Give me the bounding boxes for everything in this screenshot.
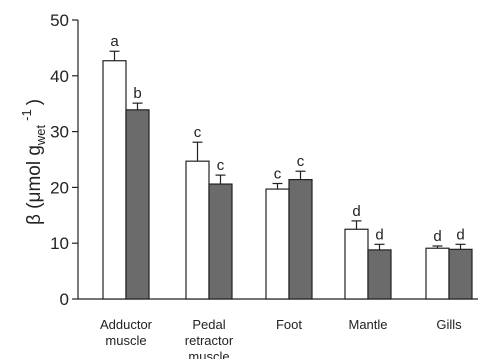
x-category-label: Adductor [100,317,153,332]
y-tick-label: 10 [50,234,69,253]
y-axis-label: β (μmol gwet -1) [19,99,48,225]
y-axis-label-suffix: ) [24,99,45,105]
bar [288,178,313,300]
significance-label: d [456,226,464,243]
significance-label: c [217,157,225,174]
x-category-label: muscle [105,333,146,348]
x-category-label: muscle [188,349,229,359]
bar [344,228,369,300]
y-tick-label: 0 [60,290,69,309]
significance-label: c [297,153,305,170]
x-category-label: Gills [436,317,462,332]
bar [265,188,290,300]
y-tick-label: 50 [50,11,69,30]
significance-label: a [110,33,119,50]
bar [448,248,473,300]
significance-label: d [375,226,383,243]
significance-label: d [433,228,441,245]
y-axis-label-subscript: wet [33,124,48,146]
significance-label: d [352,203,360,220]
y-tick-label: 30 [50,123,69,142]
y-axis-label-main: β (μmol g [24,145,45,225]
bar [208,183,233,300]
significance-label: c [194,124,202,141]
y-axis-label-superscript: -1 [19,109,34,121]
x-category-label: retractor [185,333,234,348]
x-category-label: Foot [276,317,302,332]
bar [367,249,392,300]
x-category-label: Pedal [192,317,225,332]
significance-label: c [274,165,282,182]
x-category-label: Mantle [348,317,387,332]
y-tick-label: 20 [50,178,69,197]
significance-label: b [133,85,141,102]
y-tick-label: 40 [50,67,69,86]
bar [125,109,150,300]
bar [102,60,127,300]
bar [425,247,450,300]
bar [185,160,210,300]
